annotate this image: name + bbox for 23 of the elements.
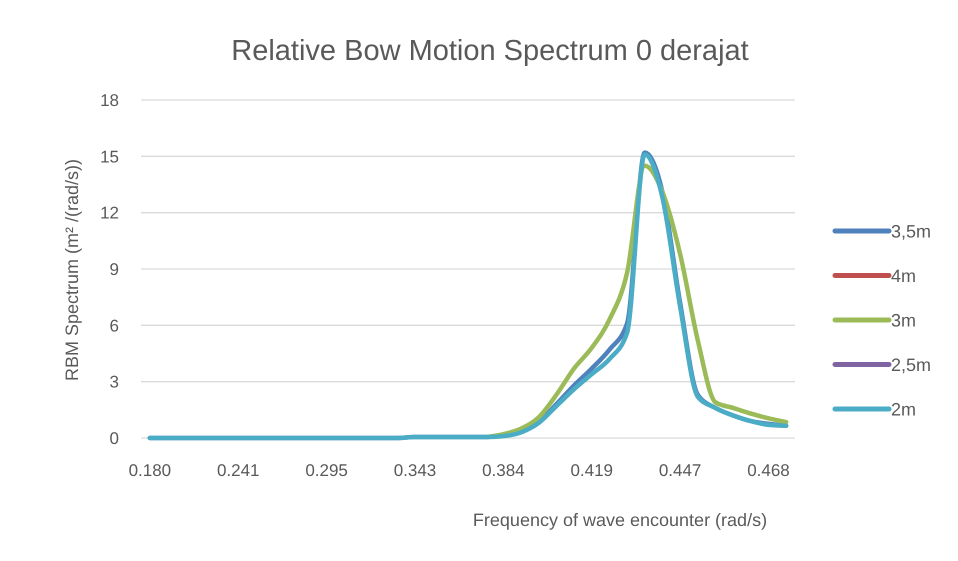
legend-label: 3m (891, 310, 916, 330)
legend-label: 4m (891, 266, 916, 286)
x-axis-title: Frequency of wave encounter (rad/s) (472, 510, 768, 530)
y-tick-label: 3 (110, 372, 119, 392)
x-tick-label: 0.295 (305, 461, 348, 480)
y-tick-label: 12 (100, 204, 119, 223)
x-tick-label: 0.419 (570, 461, 614, 480)
x-tick-label: 0.241 (216, 461, 260, 480)
legend-label: 3,5m (891, 221, 932, 242)
y-tick-label: 0 (110, 428, 119, 448)
legend-label: 2m (891, 399, 916, 420)
y-tick-label: 9 (110, 260, 119, 279)
y-tick-label: 18 (100, 90, 119, 110)
y-tick-label: 6 (110, 316, 119, 336)
x-tick-label: 0.180 (128, 461, 172, 480)
x-tick-label: 0.447 (658, 461, 702, 480)
chart-title: Relative Bow Motion Spectrum 0 derajat (231, 35, 749, 67)
y-axis-title: RBM Spectrum (m² /(rad/s)) (62, 158, 82, 382)
x-tick-label: 0.343 (394, 461, 436, 480)
legend-label: 2,5m (891, 354, 932, 375)
x-tick-label: 0.384 (482, 461, 525, 480)
y-tick-label: 15 (100, 147, 119, 166)
x-tick-label: 0.468 (747, 461, 790, 480)
